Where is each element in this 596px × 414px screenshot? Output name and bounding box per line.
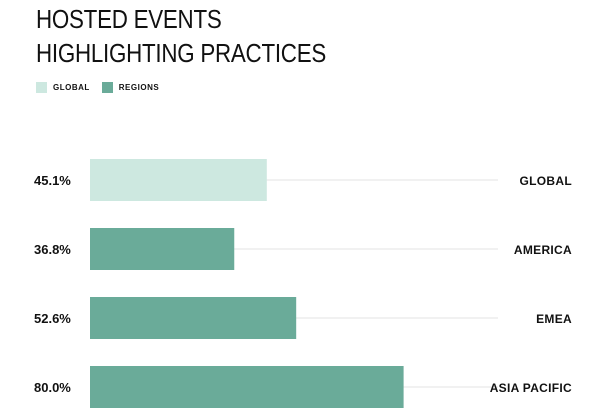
value-label-emea: 52.6% [34, 311, 71, 326]
legend-swatch-regions [101, 81, 113, 93]
legend-item-global: GLOBAL [36, 81, 90, 93]
legend-label-regions: REGIONS [118, 82, 160, 92]
bar-global [90, 159, 267, 201]
category-label-emea: EMEA [536, 312, 572, 326]
category-label-asia-pacific: ASIA PACIFIC [490, 381, 572, 395]
legend-item-regions: REGIONS [101, 81, 160, 93]
chart-title: HOSTED EVENTS HIGHLIGHTING PRACTICES [36, 2, 326, 70]
legend-swatch-global [36, 81, 47, 93]
bar-america [90, 228, 235, 270]
legend-label-global: GLOBAL [53, 82, 90, 92]
value-label-global: 45.1% [34, 173, 71, 188]
bar-emea [90, 297, 297, 339]
chart-title-line-2: HIGHLIGHTING PRACTICES [36, 38, 327, 68]
value-label-asia-pacific: 80.0% [34, 380, 71, 395]
category-label-america: AMERICA [514, 243, 572, 257]
chart-legend: GLOBAL REGIONS [36, 80, 171, 94]
value-label-america: 36.8% [34, 242, 71, 257]
chart-title-line-1: HOSTED EVENTS [36, 4, 222, 34]
category-label-global: GLOBAL [520, 174, 572, 188]
bar-asia-pacific [90, 366, 404, 408]
